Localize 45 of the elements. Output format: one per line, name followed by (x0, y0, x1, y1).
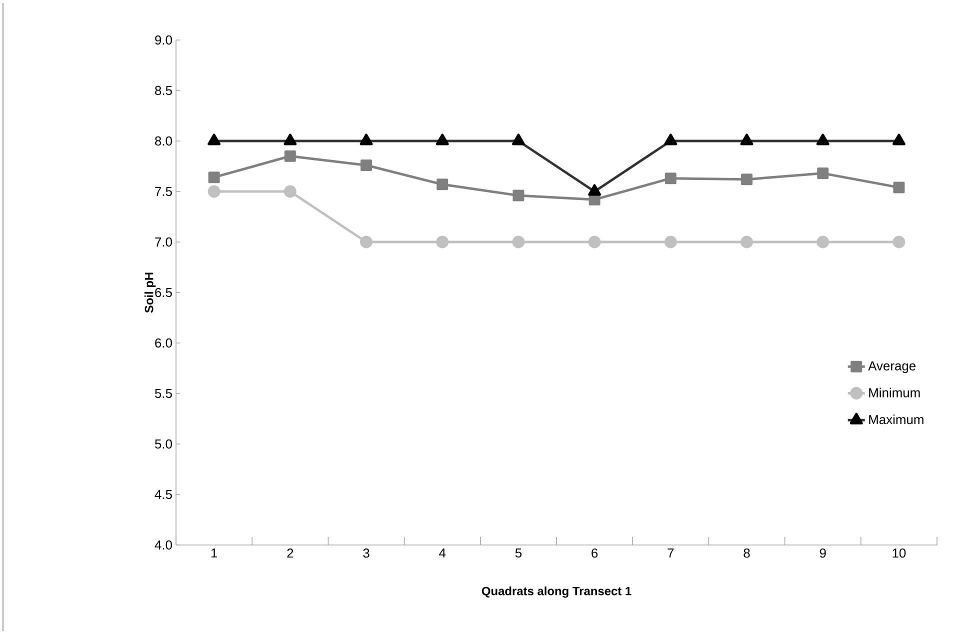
y-tick-label: 7.0 (155, 237, 172, 247)
point (664, 172, 676, 184)
y-axis-title: Soil pH (144, 272, 156, 313)
point (360, 159, 372, 171)
point (208, 185, 220, 198)
point (436, 236, 449, 248)
point (817, 168, 829, 180)
point (284, 185, 296, 198)
point (436, 178, 448, 190)
x-axis-title: Quadrats along Transect 1 (482, 586, 632, 598)
point (740, 236, 754, 248)
point (360, 236, 373, 248)
y-tick-label: 7.5 (155, 186, 172, 196)
legend-label: Maximum (869, 414, 924, 424)
legend-label: Minimum (869, 388, 920, 398)
point (284, 150, 296, 162)
x-tick-label: 9 (820, 548, 826, 558)
point (893, 182, 905, 194)
x-tick-label: 8 (744, 548, 750, 558)
point (512, 236, 525, 248)
point (664, 236, 677, 248)
y-tick-label: 4.0 (154, 540, 172, 550)
x-tick-label: 10 (892, 548, 906, 558)
x-tick-label: 2 (287, 548, 294, 558)
y-tick-label: 6.0 (155, 338, 172, 348)
y-tick-label: 8.0 (155, 136, 172, 146)
y-tick-label: 8.5 (155, 86, 172, 96)
y-tick-label: 5.5 (155, 388, 172, 398)
y-tick-label: 9.0 (155, 35, 172, 45)
legend-label: Average (868, 361, 916, 374)
x-tick-label: 1 (211, 548, 218, 558)
y-tick-label: 6.5 (155, 288, 172, 298)
x-tick-label: 5 (515, 548, 522, 558)
point (741, 174, 753, 186)
x-tick-label: 3 (363, 548, 370, 558)
point (208, 172, 220, 184)
point (816, 236, 830, 248)
point (892, 236, 906, 248)
x-tick-label: 4 (439, 548, 446, 558)
y-tick-label: 5.0 (155, 439, 172, 449)
point (588, 236, 601, 248)
x-tick-label: 6 (592, 548, 598, 558)
y-tick-label: 4.5 (154, 490, 172, 499)
point (512, 190, 524, 202)
x-tick-label: 7 (668, 548, 674, 558)
